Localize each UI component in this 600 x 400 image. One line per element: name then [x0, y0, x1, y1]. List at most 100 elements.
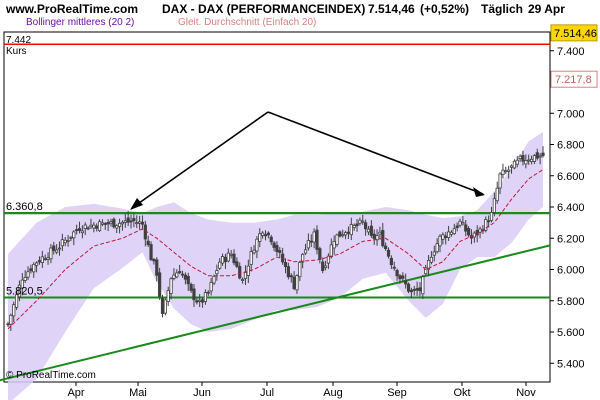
candle-body — [49, 247, 53, 260]
candle-body — [266, 232, 270, 236]
candle-body — [12, 304, 16, 317]
candle-body — [183, 274, 187, 280]
candle-body — [369, 225, 373, 236]
y-tick-label: 5.800 — [557, 296, 585, 308]
candle-body — [323, 265, 328, 268]
candle-body — [412, 289, 416, 291]
candle-body — [446, 231, 451, 238]
candle-body — [23, 277, 27, 281]
candle-body — [275, 245, 279, 252]
candle-body — [163, 299, 167, 314]
candle-body — [458, 220, 462, 226]
candle-body — [115, 225, 119, 229]
ascending-trendline — [0, 244, 551, 382]
candle-body — [352, 225, 356, 228]
red-level-label: 7.442 — [6, 35, 31, 46]
candle-body — [43, 258, 47, 261]
candle-body — [509, 165, 514, 168]
y-tick-label: 6.200 — [557, 233, 585, 245]
candle-body — [160, 297, 165, 314]
candle-body — [72, 231, 76, 239]
candle-body — [332, 240, 336, 249]
candle-body — [195, 300, 199, 303]
candle-body — [535, 152, 539, 159]
candle-body — [349, 224, 353, 236]
candle-body — [189, 283, 193, 291]
candle-body — [343, 232, 348, 236]
candle-body — [532, 155, 537, 162]
candle-body — [32, 264, 36, 273]
candle-body — [200, 299, 205, 303]
candle-body — [220, 255, 225, 264]
last-price-box — [550, 24, 598, 42]
legend-bollinger: Bollinger mittleres (20 2) — [26, 17, 135, 28]
y-tick-label: 7.400 — [557, 46, 585, 58]
candle-body — [37, 260, 42, 263]
candle-body — [283, 262, 288, 267]
candle-body — [409, 289, 413, 293]
candle-body — [229, 253, 233, 256]
candle-body — [518, 155, 522, 160]
candle-body — [504, 170, 508, 173]
candle-body — [69, 236, 73, 239]
candle-body — [180, 273, 185, 276]
candle-body — [366, 228, 371, 233]
x-tick-label: Jul — [260, 387, 274, 399]
candle-body — [123, 220, 127, 223]
kurs-label: Kurs — [6, 46, 27, 57]
candle-body — [392, 266, 396, 269]
candle-body — [26, 271, 30, 278]
candle-body — [424, 267, 428, 275]
candle-body — [243, 272, 248, 279]
candle-body — [406, 283, 411, 292]
candle-body — [286, 266, 290, 278]
candle-body — [306, 240, 311, 249]
candle-body — [515, 159, 519, 165]
candle-body — [312, 231, 316, 243]
candle-body — [303, 249, 308, 254]
y-tick-label: 5.600 — [557, 327, 585, 339]
candle-body — [175, 272, 179, 278]
candle-body — [129, 220, 133, 223]
candle-body — [418, 287, 422, 292]
candle-body — [421, 276, 425, 295]
watermark: © ProRealTime.com — [6, 370, 96, 381]
candle-body — [152, 259, 156, 262]
candle-body — [255, 238, 259, 252]
source-label[interactable]: www.ProRealTime.com — [6, 2, 139, 16]
candle-body — [298, 261, 302, 278]
instrument-title: DAX - DAX (PERFORMANCEINDEX) — [162, 2, 366, 16]
candle-body — [238, 266, 242, 279]
candle-body — [126, 217, 130, 223]
legend-sma: Gleit. Durchschnitt (Einfach 20) — [178, 17, 317, 28]
candle-body — [80, 230, 84, 234]
candle-body — [438, 235, 442, 247]
candle-body — [346, 231, 351, 234]
y-tick-label: 7.000 — [557, 108, 585, 120]
candle-body — [138, 221, 142, 224]
candle-body — [169, 278, 173, 294]
candle-body — [100, 222, 105, 225]
period-label: Täglich — [481, 2, 524, 16]
candle-body — [226, 252, 230, 262]
y-tick-label: 6.800 — [557, 140, 585, 152]
candle-body — [507, 169, 511, 172]
candle-body — [109, 221, 113, 224]
candle-body — [261, 232, 265, 236]
candle-body — [398, 275, 402, 280]
x-tick-label: Apr — [67, 387, 84, 399]
candle-body — [140, 221, 145, 225]
candle-body — [289, 275, 293, 278]
x-tick-label: Nov — [516, 387, 536, 399]
arrow-left-segment — [131, 111, 269, 209]
candle-body — [40, 256, 44, 263]
candle-body — [209, 281, 213, 292]
candle-body — [149, 244, 153, 260]
bollinger-band — [8, 132, 543, 400]
candle-body — [86, 227, 90, 230]
candle-body — [498, 173, 502, 189]
candle-body — [29, 268, 33, 272]
sma-line — [7, 169, 544, 330]
candle-body — [63, 239, 67, 244]
